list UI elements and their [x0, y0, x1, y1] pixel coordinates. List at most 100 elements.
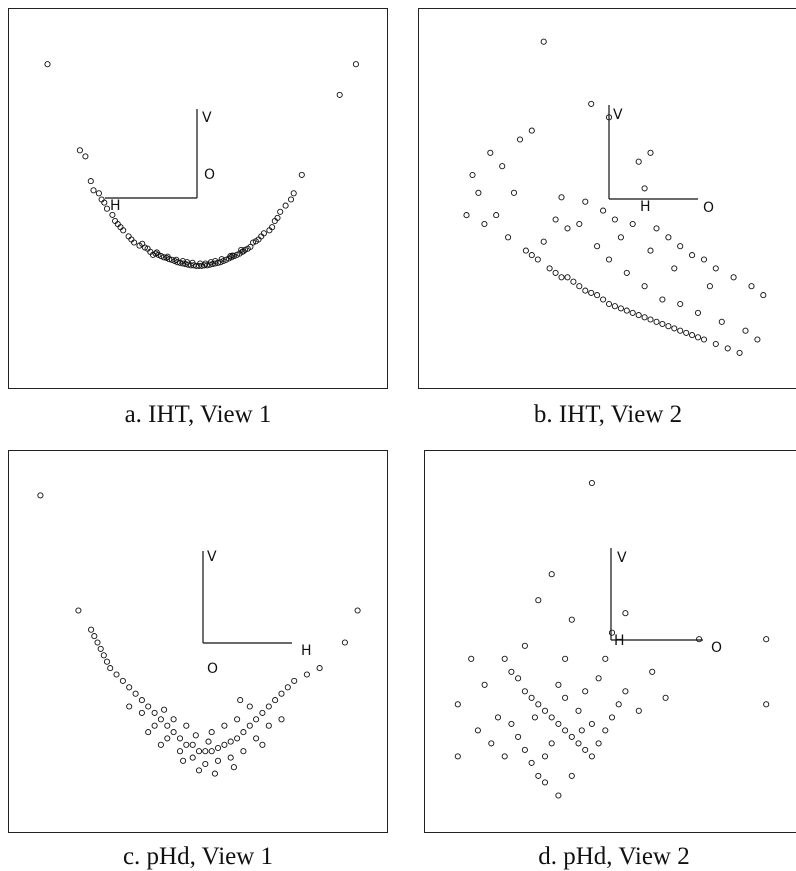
data-point	[522, 247, 529, 254]
data-point	[595, 675, 602, 682]
data-point	[139, 240, 146, 247]
data-point	[568, 772, 575, 779]
data-point	[558, 274, 565, 281]
data-point	[94, 639, 101, 646]
data-point	[131, 239, 138, 246]
data-point	[724, 345, 731, 352]
data-point	[212, 257, 219, 265]
data-point	[683, 329, 690, 336]
data-point	[160, 254, 167, 261]
data-point	[540, 38, 547, 45]
data-point	[568, 616, 575, 623]
data-point	[272, 697, 279, 704]
points-layer	[463, 38, 767, 356]
data-point	[176, 748, 184, 755]
data-point	[259, 709, 266, 716]
panel-caption: a. IHT, View 1	[124, 401, 272, 428]
data-point	[623, 269, 630, 276]
data-point	[528, 694, 535, 701]
axis-o-label: O	[207, 661, 218, 677]
data-point	[635, 707, 642, 714]
data-point	[647, 247, 654, 254]
data-point	[615, 701, 622, 708]
data-point	[265, 722, 272, 729]
data-point	[677, 243, 684, 250]
data-point	[192, 732, 199, 739]
data-point	[588, 100, 595, 107]
scatter-plot: V O H	[454, 479, 770, 799]
data-point	[635, 158, 642, 165]
data-point	[238, 246, 245, 253]
data-point	[161, 706, 168, 713]
data-point	[552, 216, 559, 223]
data-point	[113, 671, 120, 678]
data-point	[218, 256, 225, 263]
data-point	[594, 292, 601, 299]
data-point	[284, 684, 291, 691]
data-point	[516, 136, 524, 143]
data-point	[253, 716, 260, 723]
data-point	[594, 243, 601, 250]
data-point	[481, 220, 488, 228]
data-point	[202, 260, 209, 267]
data-point	[736, 349, 743, 356]
data-point	[570, 278, 577, 285]
data-point	[712, 340, 719, 348]
data-point	[119, 677, 126, 684]
data-point	[132, 690, 139, 697]
data-point	[635, 312, 642, 319]
data-point	[659, 320, 666, 328]
data-point	[211, 770, 218, 777]
data-point	[493, 212, 500, 219]
data-point	[718, 318, 725, 325]
data-point	[582, 198, 589, 205]
data-point	[508, 720, 515, 727]
data-point	[562, 727, 569, 734]
data-point	[240, 748, 247, 755]
data-point	[712, 265, 719, 272]
data-point	[647, 149, 654, 156]
data-point	[622, 688, 629, 695]
data-point	[677, 300, 684, 308]
data-point	[588, 753, 595, 760]
data-point	[227, 738, 234, 745]
data-point	[90, 187, 97, 194]
data-point	[575, 707, 582, 714]
data-point	[271, 217, 278, 225]
data-point	[528, 252, 535, 259]
data-point	[481, 681, 488, 688]
data-point	[202, 760, 209, 768]
data-point	[95, 190, 102, 197]
data-point	[555, 720, 562, 727]
data-point	[157, 741, 164, 748]
data-point	[582, 746, 589, 753]
data-point	[629, 309, 636, 316]
data-point	[487, 149, 494, 156]
data-point	[742, 327, 749, 334]
panel-caption: b. IHT, View 2	[533, 401, 683, 428]
data-point	[189, 259, 196, 266]
points-layer	[44, 61, 359, 269]
data-point	[576, 220, 583, 228]
data-point	[505, 234, 512, 241]
data-point	[548, 740, 555, 747]
data-point	[246, 722, 253, 729]
data-point	[578, 727, 585, 734]
plot-frame: V O H	[424, 450, 796, 833]
axis-widget: V O H	[610, 548, 722, 656]
data-point	[214, 744, 222, 752]
data-point	[87, 178, 94, 185]
data-point	[234, 716, 241, 723]
data-point	[564, 274, 571, 281]
scatter-plot: V O H	[463, 38, 767, 356]
data-point	[501, 753, 508, 760]
data-point	[647, 316, 654, 323]
data-point	[103, 205, 111, 212]
data-point	[700, 336, 708, 343]
data-point	[575, 740, 582, 747]
data-point	[164, 735, 171, 742]
data-point	[282, 202, 289, 209]
data-point	[611, 303, 618, 310]
axis-h-label: H	[640, 199, 651, 215]
data-point	[494, 714, 502, 721]
